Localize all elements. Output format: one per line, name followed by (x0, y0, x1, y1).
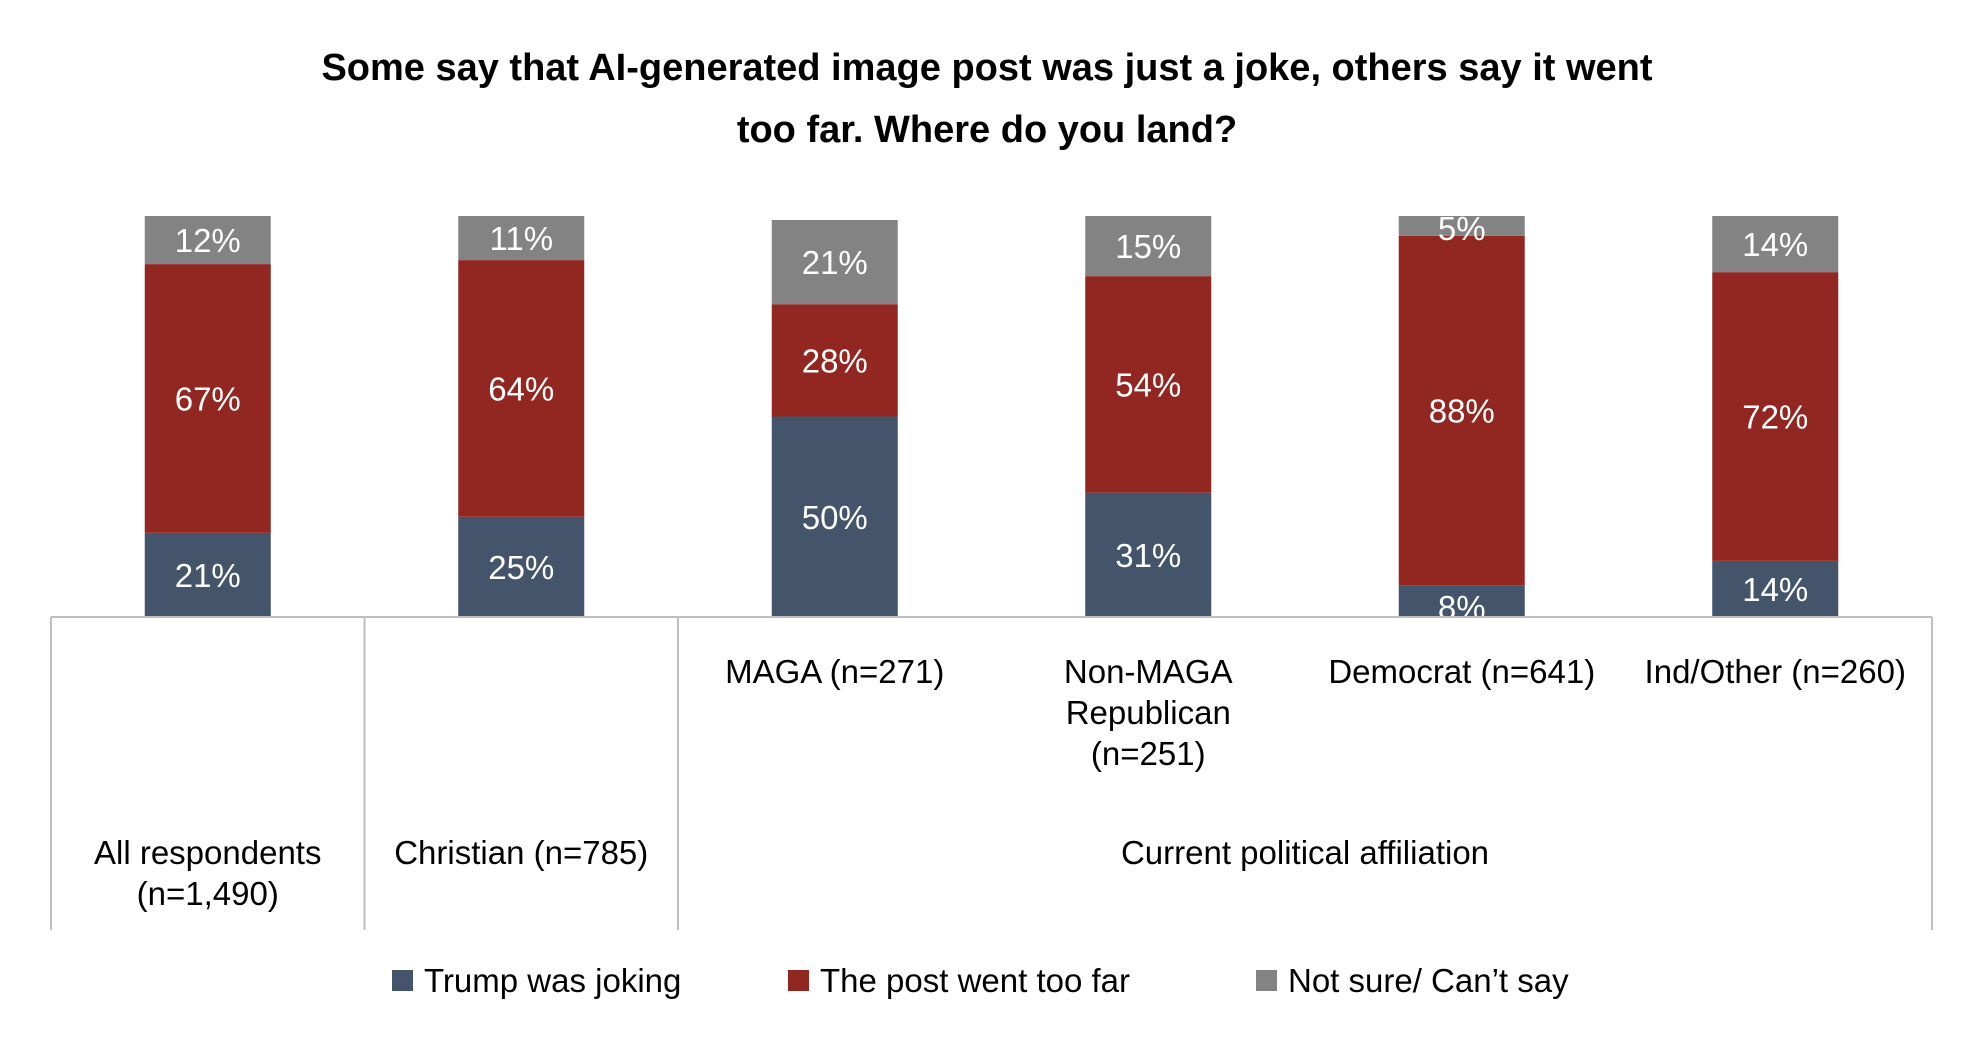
legend-swatch-2 (788, 970, 809, 991)
bar-segment-6-1 (1712, 560, 1839, 617)
data-label-4-1: 31% (1115, 537, 1181, 574)
legend-label-1: Trump was joking (424, 962, 681, 999)
legend-label-2: The post went too far (820, 962, 1130, 999)
chart-title-line-1: Some say that AI-generated image post wa… (321, 47, 1652, 89)
bar-segment-1-1 (144, 532, 271, 617)
data-label-4-2: 54% (1115, 366, 1181, 403)
bar-segment-6-2 (1712, 272, 1839, 561)
data-label-6-3: 14% (1742, 226, 1808, 263)
bar-segment-4-3 (1085, 216, 1212, 277)
data-label-5-3: 5% (1438, 210, 1486, 247)
bar-segment-2-2 (458, 260, 585, 517)
bar-segment-2-3 (458, 216, 585, 261)
data-label-3-1: 50% (802, 499, 868, 536)
data-label-2-1: 25% (488, 549, 554, 586)
data-label-1-3: 12% (175, 222, 241, 259)
data-label-6-1: 14% (1742, 571, 1808, 608)
bar-segment-2-1 (458, 516, 585, 617)
bar-segment-1-2 (144, 264, 271, 533)
chart-title-line-2: too far. Where do you land? (737, 109, 1237, 151)
category-label-1: All respondents (n=1,490) (94, 834, 321, 912)
legend-swatch-1 (392, 970, 413, 991)
data-label-6-2: 72% (1742, 399, 1808, 436)
data-label-4-3: 15% (1115, 228, 1181, 265)
data-label-3-3: 21% (802, 244, 868, 281)
category-label-5: Democrat (n=641) (1328, 653, 1595, 690)
data-label-2-2: 64% (488, 370, 554, 407)
bar-segment-3-1 (771, 416, 898, 617)
category-label-6: Ind/Other (n=260) (1645, 653, 1906, 690)
bar-segment-6-3 (1712, 216, 1839, 273)
data-label-3-2: 28% (802, 342, 868, 379)
data-label-5-1: 8% (1438, 589, 1486, 626)
bar-segment-3-2 (771, 304, 898, 417)
bar-segment-4-2 (1085, 276, 1212, 493)
data-label-1-2: 67% (175, 380, 241, 417)
legend-label-3: Not sure/ Can’t say (1288, 962, 1569, 999)
category-label-4: Non-MAGA Republican (n=251) (1064, 653, 1233, 772)
category-label-2: Christian (n=785) (394, 834, 648, 871)
data-label-1-1: 21% (175, 557, 241, 594)
legend: Trump was joking The post went too far Not… (392, 962, 1569, 999)
bar-segment-5-3 (1398, 216, 1525, 236)
data-label-2-3: 11% (489, 220, 553, 257)
data-label-5-2: 88% (1429, 393, 1495, 430)
legend-swatch-3 (1256, 970, 1277, 991)
bars-layer: 21% 67% 12% 25% 64% 11% 50% 28% 21% 31% 54% 15% 8% 88… (144, 210, 1839, 626)
bar-segment-4-1 (1085, 492, 1212, 617)
bar-segment-5-2 (1398, 235, 1525, 586)
category-label-3: MAGA (n=271) (725, 653, 944, 690)
bar-segment-1-3 (144, 216, 271, 265)
bar-segment-3-3 (771, 220, 898, 305)
category-axis: All respondents (n=1,490) Christian (n=785… (50, 616, 1933, 930)
bar-segment-5-1 (1398, 585, 1525, 617)
group-label-1: Current political affiliation (1121, 834, 1489, 871)
